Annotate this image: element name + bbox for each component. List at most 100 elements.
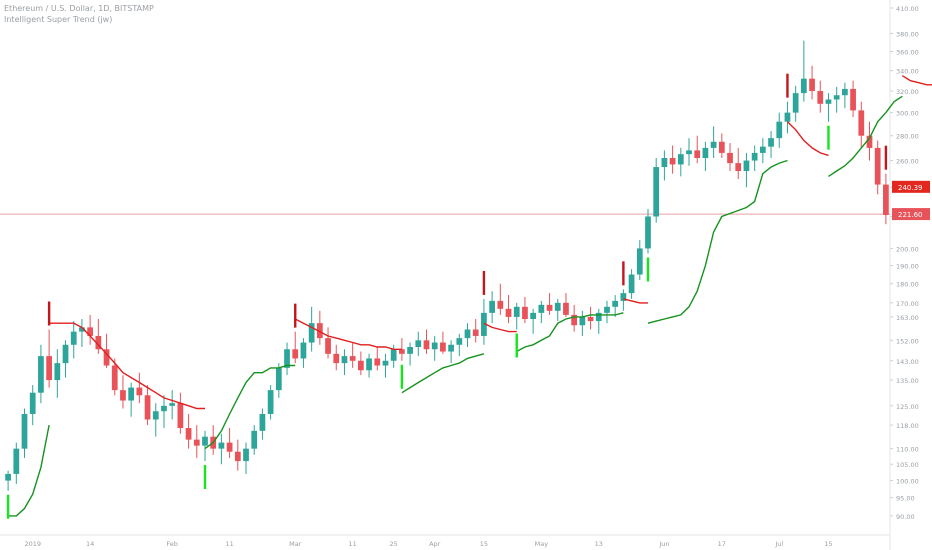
candle-body xyxy=(390,349,397,361)
supertrend-down-line xyxy=(901,75,932,86)
candle-body xyxy=(538,304,545,313)
supertrend-up-line xyxy=(828,95,903,177)
x-tick-label: Feb xyxy=(166,540,178,548)
candle-body xyxy=(13,448,20,474)
y-tick-label: 152.00 xyxy=(896,337,919,345)
candle-body xyxy=(243,448,249,462)
candle-body xyxy=(366,358,372,371)
candle-body xyxy=(874,147,881,185)
candle-body xyxy=(563,302,569,315)
y-tick-label: 100.00 xyxy=(896,478,919,486)
y-tick-label: 180.00 xyxy=(896,281,919,289)
y-tick-label: 260.00 xyxy=(896,158,919,166)
candle-body xyxy=(636,248,643,275)
y-tick-label: 163.00 xyxy=(896,314,919,322)
y-tick-label: 110.00 xyxy=(896,446,919,454)
candle-body xyxy=(842,88,848,96)
candle-body xyxy=(152,411,159,420)
x-tick-label: Jun xyxy=(658,540,669,548)
candle-body xyxy=(497,300,504,309)
candle-body xyxy=(768,138,774,147)
y-tick-label: 90.00 xyxy=(896,513,915,521)
candle-body xyxy=(399,349,405,354)
y-tick-label: 143.00 xyxy=(896,358,919,366)
candle-body xyxy=(177,403,184,428)
candle-body xyxy=(883,184,889,215)
candle-body xyxy=(415,340,422,348)
candle-body xyxy=(431,342,438,350)
candle-body xyxy=(292,349,299,359)
y-tick-label: 300.00 xyxy=(896,110,919,118)
supertrend-down-line xyxy=(787,121,829,157)
candle-body xyxy=(423,340,430,350)
supertrend-down-line xyxy=(294,318,402,350)
candle-body xyxy=(218,442,225,449)
x-tick-label: Apr xyxy=(429,540,441,548)
supertrend-up-line xyxy=(8,424,50,517)
y-tick-label: 95.00 xyxy=(896,495,915,503)
y-tick-label: 170.00 xyxy=(896,300,919,308)
candle-body xyxy=(456,338,463,345)
candle-body xyxy=(308,323,315,343)
candle-body xyxy=(128,387,135,401)
candle-body xyxy=(858,110,865,136)
candle-body xyxy=(694,150,701,158)
candle-body xyxy=(185,427,192,440)
candle-body xyxy=(316,323,323,339)
candle-body xyxy=(817,91,824,104)
y-tick-label: 135.00 xyxy=(896,377,919,385)
x-tick-label: Jul xyxy=(774,540,783,548)
candle-body xyxy=(300,342,307,359)
candle-body xyxy=(833,95,840,100)
candle-body xyxy=(95,335,102,350)
trend-value-tag xyxy=(892,180,930,193)
candle-body xyxy=(29,392,36,414)
candle-body xyxy=(79,327,85,332)
candle-body xyxy=(489,300,495,313)
candle-body xyxy=(234,451,241,462)
candle-body xyxy=(612,300,619,307)
supertrend-down-line xyxy=(623,298,648,304)
candle-body xyxy=(349,356,356,361)
y-tick-label: 320.00 xyxy=(896,88,919,96)
candle-body xyxy=(226,442,233,452)
candle-body xyxy=(710,141,717,148)
y-tick-label: 125.00 xyxy=(896,403,919,411)
supertrend-up-line xyxy=(516,312,624,353)
candle-body xyxy=(440,342,446,352)
symbol-title: Ethereum / U.S. Dollar, 1D, BITSTAMP xyxy=(4,4,154,13)
indicator-title: Intelligent Super Trend (jw) xyxy=(4,15,113,24)
x-tick-label: 25 xyxy=(390,540,398,548)
candle-body xyxy=(743,160,750,172)
candle-body xyxy=(333,353,340,364)
candle-body xyxy=(759,146,766,153)
y-tick-label: 280.00 xyxy=(896,133,919,141)
candle-body xyxy=(284,349,290,368)
candle-body xyxy=(325,338,331,354)
candle-body xyxy=(136,387,143,396)
x-tick-label: 11 xyxy=(349,540,357,548)
candle-body xyxy=(481,312,487,336)
supertrend-down-line xyxy=(483,322,517,333)
candle-body xyxy=(407,347,413,354)
candle-body xyxy=(825,99,832,104)
candle-body xyxy=(169,403,176,406)
candle-body xyxy=(587,316,594,322)
candle-body xyxy=(850,88,856,111)
x-tick-label: Mar xyxy=(289,540,302,548)
candle-body xyxy=(554,302,561,311)
candle-body xyxy=(161,405,167,412)
x-tick-label: 15 xyxy=(480,540,488,548)
current-price-label: 221.60 xyxy=(898,211,923,219)
candle-body xyxy=(546,304,553,311)
candle-body xyxy=(620,293,627,301)
candle-body xyxy=(464,329,471,339)
supertrend-up-line xyxy=(401,353,485,394)
candle-body xyxy=(677,154,684,165)
candle-body xyxy=(46,356,52,381)
candle-body xyxy=(382,360,389,366)
supertrend-up-line xyxy=(647,159,788,324)
candle-body xyxy=(62,344,69,364)
